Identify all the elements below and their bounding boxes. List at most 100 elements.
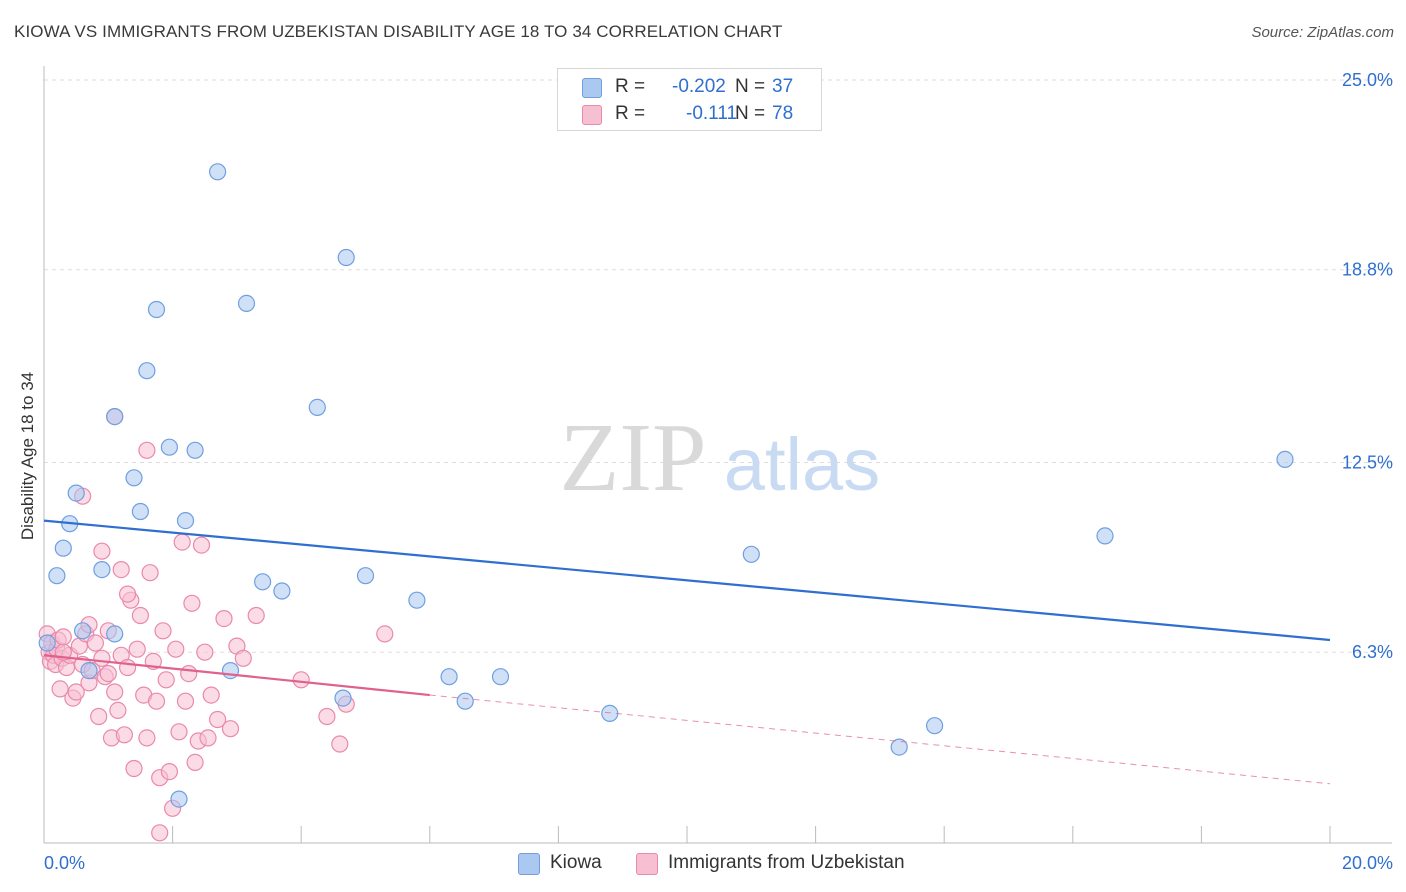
uzbekistan-point [331,735,349,753]
kiowa-point [93,560,111,579]
uzbekistan-trend-extension [429,694,1331,785]
kiowa-point [1276,450,1294,468]
uzbekistan-point [125,759,143,778]
legend-r-value: -0.202 [672,76,726,97]
legend-n-label: N = [735,76,766,97]
uzbekistan-point [196,643,214,661]
uzbekistan-point [221,720,240,738]
uzbekistan-point [154,622,172,640]
uzbekistan-point [176,692,195,710]
uzbekistan-point [234,649,252,667]
kiowa-point [601,704,619,723]
legend-n-label: N = [735,103,766,124]
kiowa-point [491,668,510,686]
uzbekistan-point [151,824,169,842]
kiowa-point [48,567,66,585]
kiowa-point [334,689,352,707]
uzbekistan-point [93,542,111,560]
uzbekistan-point [51,680,69,698]
y-axis-label: Disability Age 18 to 34 [18,371,37,541]
kiowa-point [742,545,760,563]
kiowa-point [80,661,98,680]
kiowa-trend-line [43,519,1331,642]
y-tick-label: 18.8% [1342,260,1393,280]
legend-r-label: R = [615,76,646,97]
legend-n-value: 78 [772,103,794,124]
kiowa-point [890,738,908,756]
kiowa-point [106,408,124,426]
kiowa-point [125,469,143,487]
kiowa-point [221,661,240,680]
uzbekistan-point [128,640,146,658]
uzbekistan-point [109,701,127,720]
kiowa-point [67,484,85,502]
kiowa-point [337,248,355,267]
uzbekistan-point [131,606,149,625]
uzbekistan-point [54,628,72,646]
uzbekistan-point [376,625,394,643]
uzbekistan-point [86,634,105,652]
tick-labels: 6.3% 12.5% 18.8% 25.0% 0.0% 20.0% [44,70,1393,873]
kiowa-point [440,668,458,686]
uzbekistan-point [247,606,265,625]
uzbekistan-point [112,560,130,579]
kiowa-point [356,567,375,585]
uzbekistan-point [115,726,134,744]
correlation-legend: R = -0.202 N = 37 R = -0.111 N = 78 [557,68,822,131]
legend-r-value: -0.111 [686,103,738,124]
x-tick-label: 20.0% [1342,853,1393,873]
uzbekistan-point [157,671,175,689]
kiowa-point [160,438,178,456]
uzbekistan-point [173,533,191,551]
uzbekistan-point [106,683,124,701]
uzbekistan-point [90,707,108,726]
kiowa-label: Kiowa [550,852,602,873]
kiowa-point [73,622,92,640]
uzbekistan-points [38,408,394,842]
uzbekistan-point [141,564,159,582]
uzbekistan-point [180,664,198,683]
uzbekistan-point [183,594,201,612]
uzbekistan-trend-line [43,654,430,697]
uzbekistan-point [292,671,310,689]
watermark-atlas: atlas [724,423,880,506]
kiowa-point [138,362,156,380]
uzbekistan-point [160,762,178,781]
uzbekistan-point [199,729,217,747]
uzbekistan-point [167,640,185,658]
uzbekistan-point [118,658,137,677]
kiowa-point [308,398,326,416]
uzbekistan-point [147,692,166,710]
kiowa-point [408,591,426,609]
axes [43,66,1392,844]
kiowa-points [38,163,1294,808]
uzbekistan-point [209,710,227,729]
series-legend: Kiowa Immigrants from Uzbekistan [0,852,1406,878]
uzbekistan-point [186,753,204,772]
gridlines [44,79,1392,653]
y-tick-label: 12.5% [1342,453,1393,473]
uzbekistan-swatch [636,853,658,875]
y-tick-label: 25.0% [1342,70,1393,90]
kiowa-swatch [518,853,540,875]
uzbekistan-label: Immigrants from Uzbekistan [668,852,905,873]
uzbekistan-point [138,729,156,747]
kiowa-point [186,441,204,459]
kiowa-point [38,634,56,652]
uzbekistan-point [118,585,137,603]
legend-swatch-uzbekistan [582,105,602,125]
kiowa-point [106,625,124,643]
uzbekistan-point [138,441,156,459]
uzbekistan-point [99,664,117,683]
legend-n-value: 37 [772,76,794,97]
kiowa-point [170,790,188,808]
watermark-zip: ZIP [560,404,707,512]
uzbekistan-point [215,609,233,628]
y-tick-label: 6.3% [1352,642,1393,662]
kiowa-point [456,692,474,710]
uzbekistan-point [192,536,211,554]
legend-swatch-kiowa [582,78,602,98]
kiowa-point [925,717,944,735]
kiowa-point [273,582,291,600]
